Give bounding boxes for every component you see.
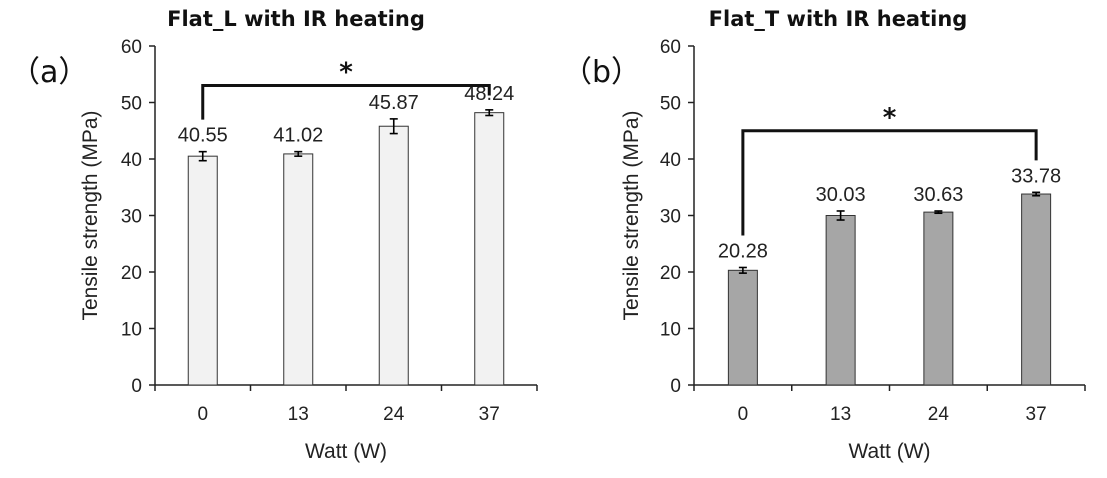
- data-label: 30.63: [913, 184, 963, 206]
- y-tick-label: 30: [121, 207, 142, 228]
- y-tick-label: 20: [660, 263, 681, 284]
- chart-panel-a: Flat_L with IR heating （a） 0 10 20 30 40 50 60 Te…: [10, 7, 538, 463]
- x-tick-label: 24: [928, 404, 950, 425]
- y-tick-label: 60: [121, 37, 142, 58]
- significance-bracket: [741, 129, 1038, 236]
- chart-title: Flat_T with IR heating: [709, 7, 968, 31]
- chart-title: Flat_L with IR heating: [167, 7, 425, 31]
- y-tick-label: 50: [660, 94, 681, 115]
- data-label: 30.03: [816, 184, 866, 206]
- bar: [727, 269, 758, 386]
- bar: [1021, 193, 1052, 386]
- y-tick-label: 40: [660, 150, 681, 171]
- data-label: 41.02: [273, 125, 323, 147]
- bar: [923, 211, 954, 386]
- significance-star: *: [883, 103, 897, 133]
- data-label: 45.87: [369, 92, 419, 114]
- y-tick-label: 40: [121, 150, 142, 171]
- y-tick-label: 0: [131, 376, 142, 397]
- x-tick-label: 0: [197, 404, 208, 425]
- bar: [825, 215, 856, 386]
- chart-panel-b: Flat_T with IR heating （b） 0 10 20 30 40 50 60 Te…: [562, 7, 1086, 463]
- bar: [283, 153, 314, 386]
- x-tick-label: 37: [479, 404, 500, 425]
- bar: [378, 125, 409, 386]
- y-tick-label: 10: [660, 320, 681, 341]
- bar: [474, 112, 505, 386]
- y-tick-label: 20: [121, 263, 142, 284]
- y-tick-label: 60: [660, 37, 681, 58]
- x-tick-label: 24: [383, 404, 405, 425]
- y-tick-label: 10: [121, 320, 142, 341]
- x-axis-label: Watt (W): [848, 440, 930, 463]
- significance-star: *: [339, 58, 353, 88]
- x-tick-label: 13: [288, 404, 309, 425]
- x-tick-label: 0: [738, 404, 749, 425]
- y-axis-label: Tensile strength (MPa): [620, 110, 643, 320]
- significance-bracket: [201, 84, 491, 120]
- data-label: 40.55: [178, 125, 228, 147]
- y-axis-label: Tensile strength (MPa): [79, 110, 102, 320]
- panel-label: （b）: [562, 55, 641, 90]
- bar: [187, 155, 218, 386]
- x-tick-label: 37: [1026, 404, 1047, 425]
- x-axis-label: Watt (W): [305, 440, 387, 463]
- panel-label: （a）: [10, 55, 88, 90]
- data-label: 20.28: [718, 240, 768, 262]
- data-label: 33.78: [1011, 165, 1061, 187]
- y-tick-label: 0: [670, 376, 681, 397]
- y-tick-label: 30: [660, 207, 681, 228]
- y-tick-label: 50: [121, 94, 142, 115]
- x-tick-label: 13: [830, 404, 851, 425]
